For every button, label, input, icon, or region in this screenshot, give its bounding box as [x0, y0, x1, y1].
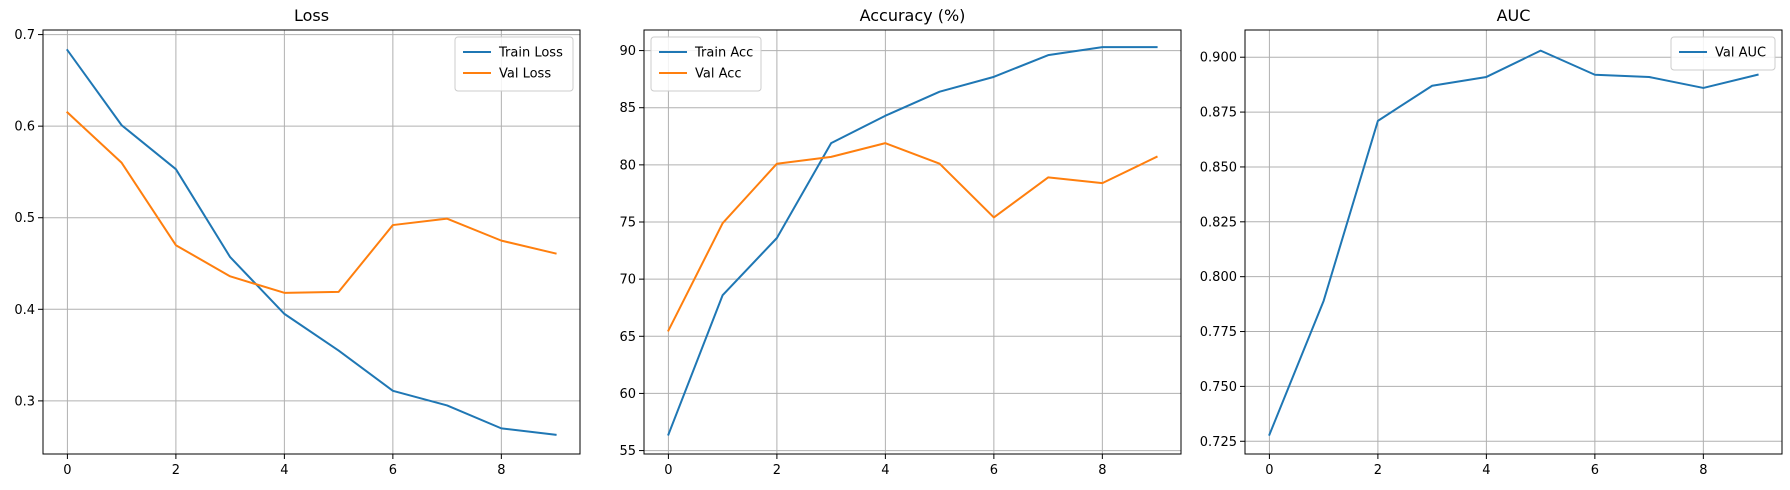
x-tick-label: 0 — [664, 463, 672, 478]
y-tick-label: 0.800 — [1200, 270, 1237, 285]
plot-area — [1245, 30, 1782, 454]
series-line-1 — [66, 48, 557, 436]
x-tick-label: 4 — [280, 463, 288, 478]
y-tick-label: 70 — [619, 273, 636, 288]
x-tick-label: 0 — [1265, 463, 1273, 478]
y-tick-label: 0.875 — [1200, 106, 1237, 121]
y-tick-label: 0.750 — [1200, 380, 1237, 395]
x-tick-label: 6 — [389, 463, 397, 478]
chart-title: Accuracy (%) — [860, 6, 966, 25]
series-line-1 — [667, 46, 1158, 436]
y-tick-label: 0.725 — [1200, 435, 1237, 450]
chart-panel-1: 0 2 4 6 8 0.3 0.4 0.5 0.6 0.7 Loss Train Loss Val Lo… — [14, 6, 581, 478]
y-tick-label: 80 — [619, 158, 636, 173]
plot-area — [644, 30, 1181, 454]
y-tick-label: 0.7 — [14, 28, 35, 43]
legend-label: Val Loss — [499, 67, 551, 82]
y-tick-label: 0.5 — [14, 211, 35, 226]
series-line-2 — [667, 142, 1158, 332]
x-tick-label: 4 — [1482, 463, 1490, 478]
plot-area — [43, 30, 580, 454]
chart-title: AUC — [1497, 6, 1531, 25]
legend: Train Loss Val Loss — [454, 36, 574, 92]
y-tick-label: 0.4 — [14, 303, 35, 318]
series-line-2 — [65, 111, 557, 294]
y-tick-label: 90 — [619, 44, 636, 59]
axes-frame — [643, 29, 1182, 455]
legend-label: Train Acc — [694, 46, 753, 61]
x-tick-label: 6 — [990, 463, 998, 478]
y-tick-label: 0.6 — [14, 120, 35, 135]
x-tick-label: 2 — [1374, 463, 1382, 478]
x-tick-label: 8 — [1699, 463, 1707, 478]
x-tick-label: 4 — [881, 463, 889, 478]
y-tick-label: 0.850 — [1200, 160, 1237, 175]
chart-panel-3: 0 2 4 6 8 0.725 0.750 0.775 0.800 0.825 0.850 0.875… — [1200, 6, 1783, 478]
y-tick-label: 85 — [619, 101, 636, 116]
chart-title: Loss — [294, 6, 329, 25]
legend-label: Val AUC — [1715, 46, 1766, 61]
y-tick-label: 0.900 — [1200, 51, 1237, 66]
x-tick-label: 0 — [63, 463, 71, 478]
y-tick-label: 75 — [619, 216, 636, 231]
axes-frame — [1244, 29, 1783, 455]
y-tick-label: 0.825 — [1200, 215, 1237, 230]
x-tick-label: 8 — [497, 463, 505, 478]
x-tick-label: 8 — [1098, 463, 1106, 478]
legend-box — [1670, 36, 1776, 71]
legend-label: Train Loss — [498, 46, 563, 61]
x-tick-label: 2 — [172, 463, 180, 478]
y-tick-label: 55 — [619, 444, 636, 459]
legend-box — [650, 36, 762, 92]
y-tick-label: 0.775 — [1200, 325, 1237, 340]
legend-label: Val Acc — [695, 67, 742, 82]
legend-box — [454, 36, 574, 92]
y-tick-label: 60 — [619, 387, 636, 402]
chart-panel-2: 0 2 4 6 8 55 60 65 70 75 80 85 90 Accuracy (%) Train A… — [619, 6, 1182, 478]
x-tick-label: 6 — [1591, 463, 1599, 478]
y-tick-label: 65 — [619, 330, 636, 345]
series-line-1 — [1268, 49, 1759, 436]
axes-frame — [42, 29, 581, 455]
legend: Train Acc Val Acc — [650, 36, 762, 92]
y-tick-label: 0.3 — [14, 394, 35, 409]
legend: Val AUC — [1670, 36, 1776, 71]
x-tick-label: 2 — [773, 463, 781, 478]
